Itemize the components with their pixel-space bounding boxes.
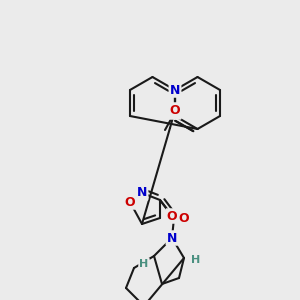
Text: H: H <box>140 259 148 269</box>
Text: O: O <box>179 212 189 224</box>
Text: O: O <box>170 103 180 116</box>
Text: O: O <box>170 106 180 118</box>
Text: N: N <box>170 83 180 97</box>
Text: H: H <box>191 255 201 265</box>
Text: O: O <box>125 196 135 208</box>
Text: N: N <box>137 187 147 200</box>
Text: N: N <box>167 232 177 244</box>
Text: O: O <box>167 209 177 223</box>
